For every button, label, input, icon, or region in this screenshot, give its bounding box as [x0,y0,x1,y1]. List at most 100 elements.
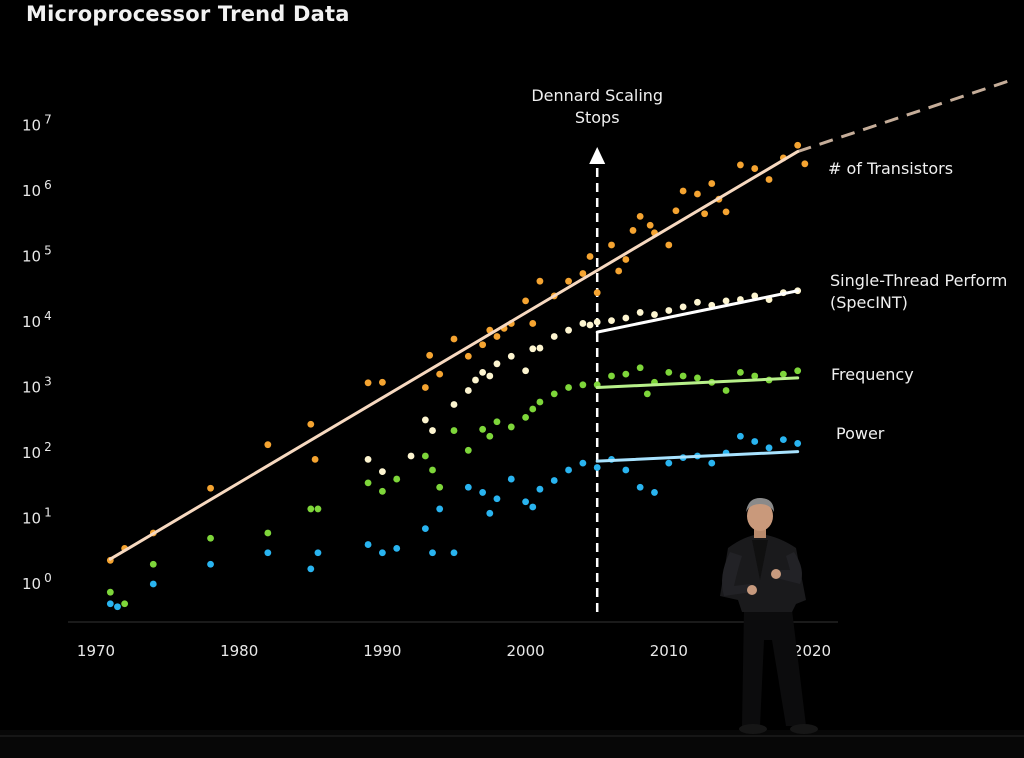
data-point [636,364,644,372]
data-point [651,489,658,496]
data-point [579,459,587,467]
data-point [751,292,759,300]
data-point [679,372,687,380]
data-point [665,369,673,376]
data-point [565,326,572,334]
y-tick-exponent: 4 [44,309,52,323]
data-point [522,498,529,506]
data-point [794,367,802,375]
y-tick-exponent: 6 [44,178,52,192]
data-point [464,387,472,394]
data-point [436,483,444,491]
x-tick-label: 1970 [77,642,115,660]
data-point [429,427,436,434]
data-point [207,534,214,542]
series-label: # of Transistors [828,159,953,178]
data-point [393,544,401,552]
data-point [421,452,429,460]
data-point [486,509,494,517]
y-tick-exponent: 1 [44,506,52,520]
data-point [708,180,716,187]
x-tick-label: 1980 [220,642,258,660]
data-point [522,297,529,305]
data-point [479,489,487,496]
data-point [450,427,458,434]
data-point [364,541,372,548]
data-point [694,190,701,198]
data-point [421,525,429,533]
data-point [565,277,572,285]
data-point [536,398,544,406]
data-point [472,376,479,384]
data-point [722,297,730,305]
data-point [311,455,319,463]
data-point [615,267,623,275]
data-point [586,321,594,329]
trend-single-thread-performance-specint [595,289,800,334]
data-point [550,477,558,484]
trend-of-transistors [108,150,800,561]
dennard-annotation: Dennard Scaling Stops [531,86,663,612]
data-point [106,600,114,608]
data-point [507,423,515,431]
data-point [464,446,472,454]
data-point [314,505,322,513]
data-point [407,452,415,460]
data-point [751,438,759,445]
data-point [565,466,572,474]
data-point [694,374,701,382]
data-point [665,307,673,314]
data-point [149,580,157,588]
data-point [421,416,429,424]
data-point [379,549,386,557]
data-point [507,475,515,483]
data-point [765,444,773,452]
y-tick-exponent: 2 [44,440,52,454]
data-point [393,475,401,483]
data-point [529,503,537,511]
data-point [364,379,372,387]
series-power [106,432,802,611]
data-point [207,560,214,568]
data-point [479,369,487,376]
data-point [486,432,494,440]
data-point [593,289,601,297]
data-point [737,432,744,440]
data-point [314,549,322,557]
data-point [579,381,587,389]
data-point [379,468,386,476]
data-point [622,314,630,322]
data-point [464,352,472,360]
x-axis-ticks: 1970 1980 1990 2000 2010 2020 [77,642,831,660]
data-point [665,241,673,249]
y-tick-exponent: 0 [44,571,52,585]
data-point [486,372,494,380]
y-tick-exponent: 5 [44,244,52,258]
data-point [722,387,730,394]
data-point [493,360,501,368]
data-point [529,345,537,353]
data-point [751,372,759,380]
data-point [364,455,372,463]
data-point [429,466,436,474]
data-point [593,318,601,326]
data-point [801,160,809,168]
data-point [264,529,272,537]
data-point [436,370,444,378]
x-tick-label: 1990 [363,642,401,660]
data-point [529,320,537,327]
data-point [593,464,601,471]
data-point [436,505,444,513]
data-point [701,210,708,218]
data-point [479,341,487,349]
data-point [450,335,458,343]
data-point [264,441,272,449]
data-point [493,495,501,503]
data-point [450,549,458,557]
data-point [694,298,701,306]
series-single-thread-performance-specint [364,287,802,476]
trend-of-transistors-extrapolation [797,78,1013,153]
dennard-arrowhead [589,147,606,164]
data-point [608,372,615,380]
data-point [379,378,386,386]
